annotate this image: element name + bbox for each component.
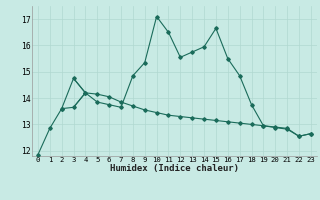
X-axis label: Humidex (Indice chaleur): Humidex (Indice chaleur) xyxy=(110,164,239,173)
